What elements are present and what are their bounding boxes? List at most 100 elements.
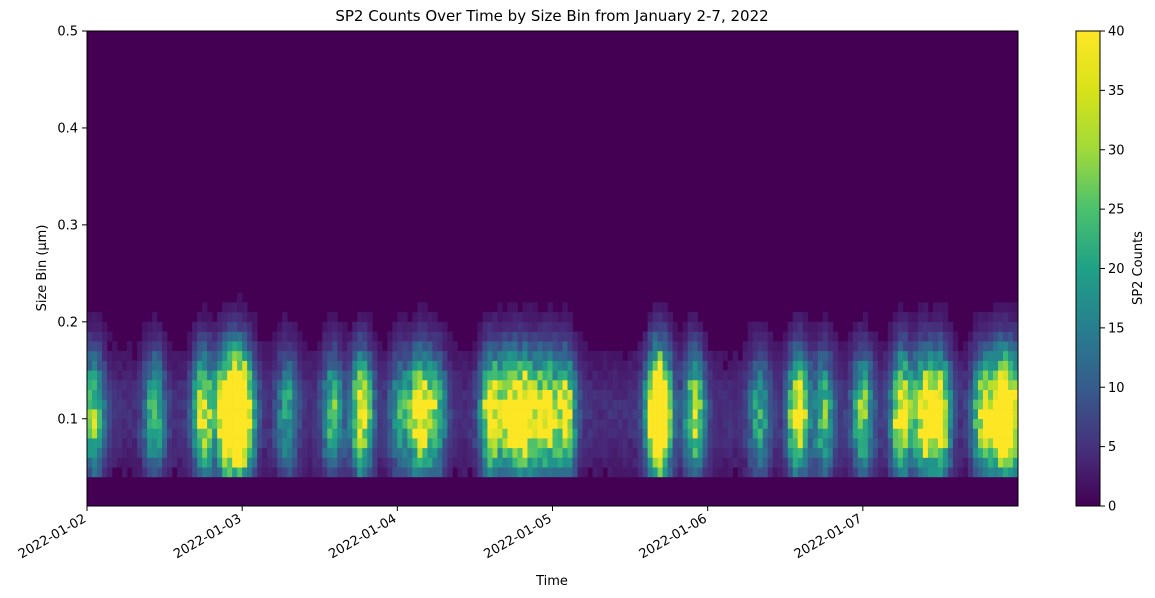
heatmap-cell (527, 331, 533, 342)
heatmap-cell (642, 331, 648, 342)
heatmap-cell (337, 360, 343, 371)
heatmap-cell (407, 409, 413, 420)
heatmap-cell (637, 341, 643, 352)
heatmap-cell (532, 312, 538, 323)
heatmap-cell (222, 428, 228, 439)
heatmap-cell (987, 447, 994, 458)
heatmap-cell (397, 379, 403, 390)
heatmap-cell (797, 379, 804, 390)
heatmap-cell (327, 360, 333, 371)
heatmap-cell (932, 350, 939, 361)
heatmap-cell (282, 370, 288, 381)
heatmap-cell (647, 438, 653, 449)
heatmap-cell (762, 467, 769, 478)
heatmap-cell (422, 350, 428, 361)
heatmap-cell (387, 467, 393, 478)
heatmap-cell (362, 321, 368, 332)
heatmap-cell (822, 379, 829, 390)
heatmap-cell (1012, 428, 1019, 439)
heatmap-cell (762, 331, 769, 342)
heatmap-cell (1007, 370, 1014, 381)
heatmap-cell (962, 350, 969, 361)
heatmap-cell (872, 418, 879, 429)
heatmap-cell (667, 447, 673, 458)
heatmap-cell (522, 399, 528, 410)
heatmap-cell (802, 389, 809, 400)
heatmap-cell (432, 321, 438, 332)
heatmap-cell (727, 418, 733, 429)
heatmap-cell (802, 457, 809, 468)
heatmap-cell (597, 370, 603, 381)
heatmap-cell (217, 370, 223, 381)
heatmap-cell (192, 409, 198, 420)
heatmap-cell (747, 399, 754, 410)
heatmap-cell (542, 360, 548, 371)
heatmap-cell (252, 418, 258, 429)
heatmap-cell (317, 418, 323, 429)
heatmap-cell (742, 399, 749, 410)
y-axis-label: Size Bin (μm) (35, 225, 50, 312)
heatmap-cell (942, 302, 949, 313)
heatmap-cell (687, 399, 693, 410)
heatmap-cell (652, 389, 658, 400)
heatmap-cell (767, 370, 774, 381)
heatmap-cell (927, 341, 934, 352)
heatmap-cell (772, 428, 779, 439)
heatmap-cell (477, 360, 483, 371)
heatmap-cell (762, 409, 769, 420)
heatmap-cell (967, 457, 974, 468)
heatmap-cell (402, 438, 408, 449)
heatmap-cell (207, 438, 213, 449)
heatmap-cell (587, 379, 593, 390)
heatmap-cell (317, 341, 323, 352)
heatmap-cell (172, 389, 178, 400)
heatmap-cell (377, 409, 383, 420)
heatmap-cell (377, 350, 383, 361)
heatmap-cell (137, 399, 143, 410)
heatmap-cell (722, 370, 728, 381)
heatmap-cell (892, 438, 899, 449)
heatmap-cell (122, 370, 128, 381)
heatmap-cell (167, 409, 173, 420)
heatmap-cell (702, 341, 708, 352)
heatmap-cell (932, 379, 939, 390)
heatmap-cell (347, 428, 353, 439)
heatmap-cell (972, 438, 979, 449)
heatmap-cell (237, 438, 243, 449)
heatmap-cell (382, 457, 388, 468)
heatmap-cell (332, 321, 338, 332)
heatmap-cell (387, 418, 393, 429)
heatmap-cell (122, 457, 128, 468)
heatmap-cell (87, 399, 93, 410)
heatmap-cell (612, 389, 618, 400)
heatmap-cell (412, 409, 418, 420)
heatmap-cell (242, 409, 248, 420)
heatmap-cell (512, 341, 518, 352)
heatmap-cell (942, 418, 949, 429)
heatmap-cell (747, 418, 754, 429)
heatmap-cell (142, 341, 148, 352)
heatmap-cell (997, 399, 1004, 410)
heatmap-cell (392, 409, 398, 420)
heatmap-cell (542, 389, 548, 400)
heatmap-cell (697, 467, 703, 478)
heatmap-cell (672, 409, 678, 420)
heatmap-cell (737, 428, 744, 439)
heatmap-cell (562, 370, 568, 381)
heatmap-cell (327, 389, 333, 400)
heatmap-cell (577, 467, 583, 478)
heatmap-cell (447, 360, 453, 371)
heatmap-cell (252, 370, 258, 381)
heatmap-cell (822, 312, 829, 323)
heatmap-cell (522, 409, 528, 420)
heatmap-cell (257, 389, 263, 400)
heatmap-cell (392, 379, 398, 390)
heatmap-cell (982, 350, 989, 361)
heatmap-cell (312, 438, 318, 449)
y-tick-label: 0.4 (57, 121, 78, 136)
heatmap-cell (972, 312, 979, 323)
heatmap-cell (192, 399, 198, 410)
heatmap-cell (722, 457, 728, 468)
heatmap-cell (497, 331, 503, 342)
heatmap-cell (882, 428, 889, 439)
